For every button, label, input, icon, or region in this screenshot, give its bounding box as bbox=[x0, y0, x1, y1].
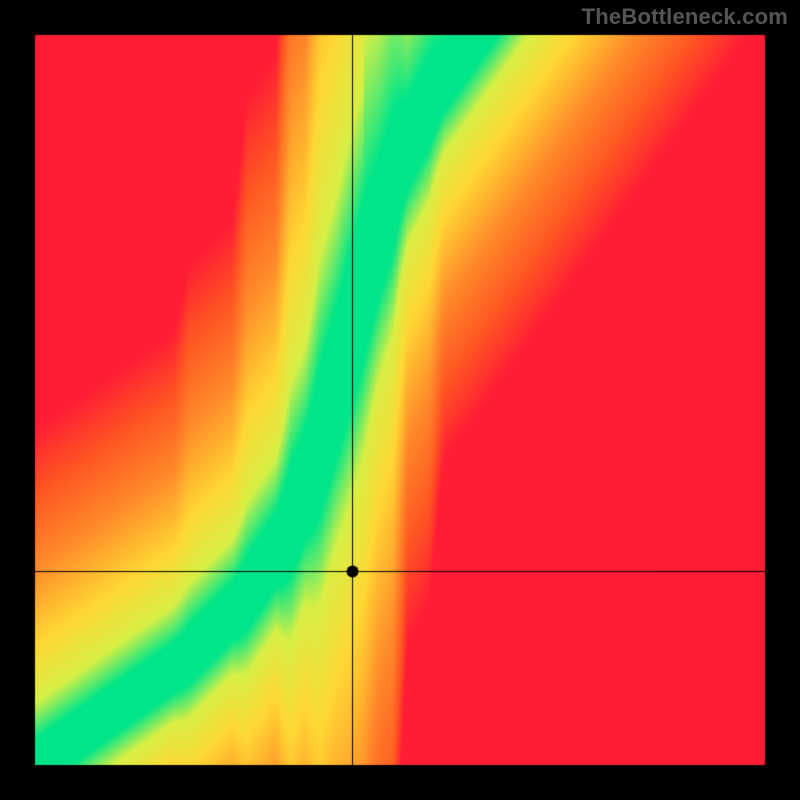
chart-container: TheBottleneck.com bbox=[0, 0, 800, 800]
watermark-text: TheBottleneck.com bbox=[582, 4, 788, 30]
bottleneck-heatmap bbox=[0, 0, 800, 800]
